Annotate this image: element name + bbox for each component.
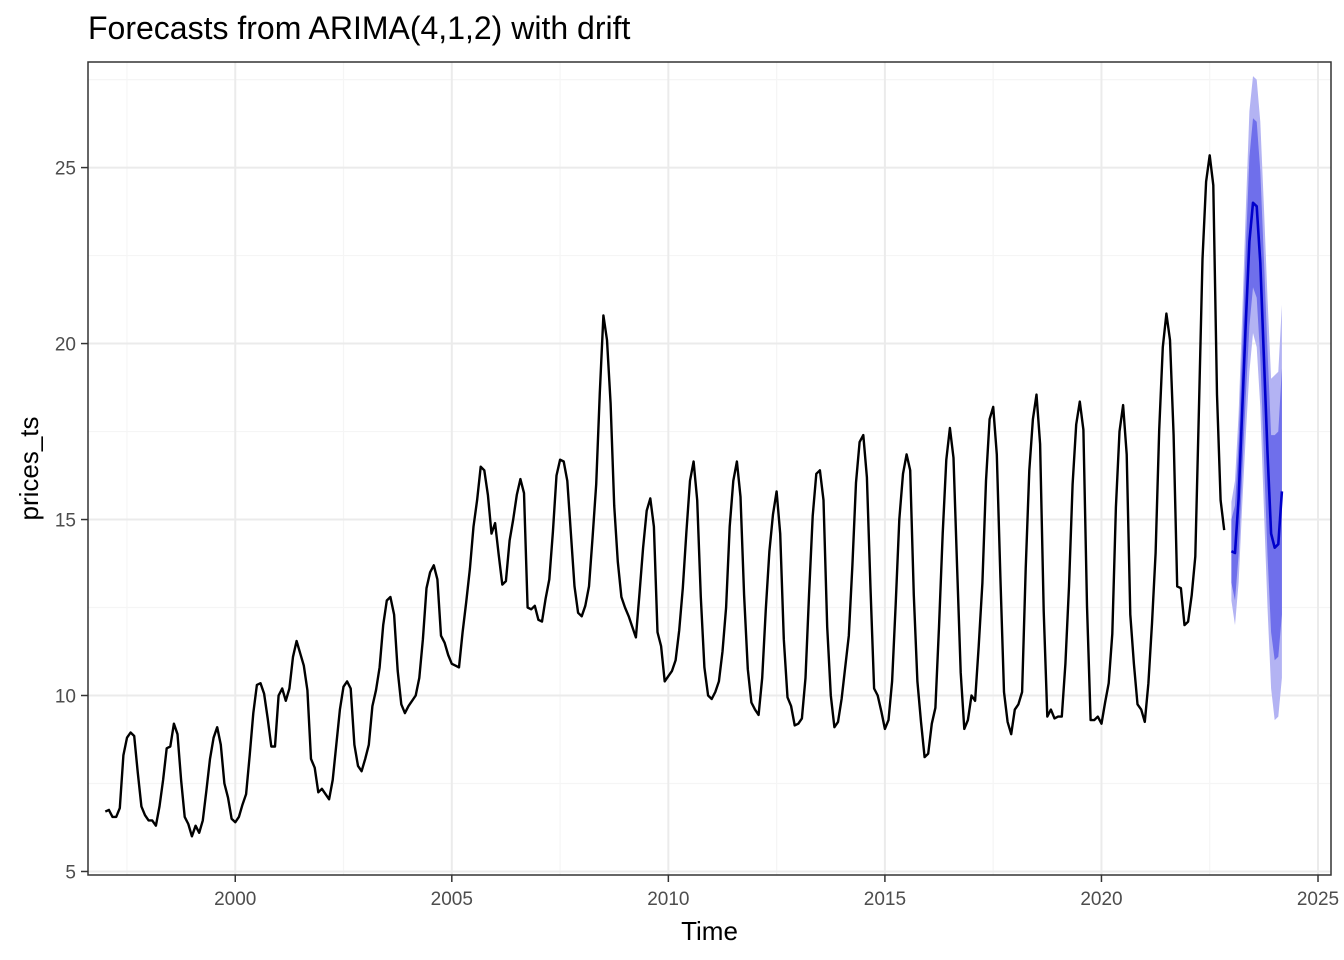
- x-tick-label: 2025: [1297, 889, 1339, 910]
- y-tick-label: 5: [65, 862, 76, 883]
- y-axis-title: prices_ts: [14, 416, 44, 520]
- x-tick-label: 2020: [1080, 889, 1122, 910]
- y-tick-label: 10: [55, 687, 76, 708]
- x-tick-label: 2015: [864, 889, 906, 910]
- y-tick-label: 15: [55, 511, 76, 532]
- panel-border: [87, 61, 1332, 876]
- band-layer: [1231, 76, 1282, 721]
- x-tick-label: 2010: [647, 889, 689, 910]
- line-layer: [104, 154, 1284, 838]
- x-tick-label: 2005: [431, 889, 473, 910]
- x-tick-label: 2000: [214, 889, 256, 910]
- y-tick-label: 25: [55, 159, 76, 180]
- forecast-line: [1230, 201, 1284, 555]
- forecast-band-80: [1231, 118, 1282, 661]
- chart-title: Forecasts from ARIMA(4,1,2) with drift: [88, 10, 631, 46]
- history-line: [104, 154, 1226, 838]
- x-axis-title: Time: [681, 916, 738, 946]
- y-tick-label: 20: [55, 335, 76, 356]
- grid-layer: [88, 62, 1331, 875]
